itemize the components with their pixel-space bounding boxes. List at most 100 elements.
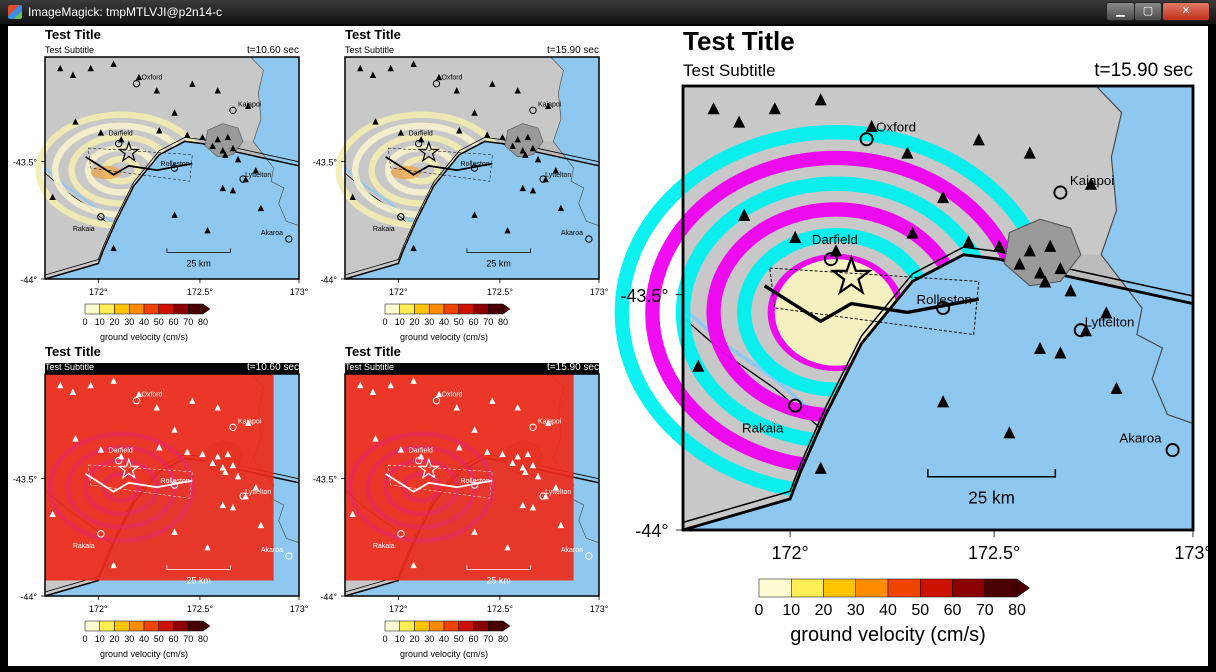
lon-tick-label: 172.5°: [187, 287, 214, 297]
station-triangle-icon: [156, 444, 163, 451]
colorbar-segment: [458, 303, 474, 315]
station-triangle-icon: [522, 468, 529, 475]
colorbar-tick-label: 10: [395, 317, 405, 327]
colorbar-tick-label: 70: [976, 602, 994, 619]
colorbar-tick-label: 60: [468, 634, 478, 644]
station-triangle-icon: [229, 504, 237, 511]
colorbar-tick-label: 70: [483, 634, 493, 644]
station-triangle-icon: [410, 244, 417, 252]
colorbar-arrow: [202, 620, 211, 632]
station-triangle-icon: [814, 461, 827, 474]
lon-tick-label: 172°: [389, 287, 408, 297]
station-triangle-icon: [214, 87, 221, 94]
station-triangle-icon: [534, 472, 542, 480]
station-triangle-icon: [1013, 257, 1026, 270]
lon-tick-label: 173°: [1174, 543, 1208, 563]
station-triangle-icon: [456, 127, 463, 134]
place-label: Darfield: [812, 232, 858, 247]
lat-tick-label: -44°: [20, 592, 37, 602]
station-triangle-icon: [499, 133, 506, 141]
station-triangle-icon: [209, 142, 216, 149]
place-label: Oxford: [141, 75, 162, 82]
station-triangle-icon: [204, 226, 211, 234]
town-marker-icon: [229, 106, 237, 114]
place-label: Rakaia: [373, 226, 395, 233]
lon-tick-label: 172.5°: [487, 604, 514, 614]
colorbar-label: ground velocity (cm/s): [400, 649, 488, 659]
fault-trace: [763, 284, 980, 324]
map-frame: [681, 84, 1195, 532]
station-triangle-icon: [184, 131, 191, 138]
close-icon: ✕: [1181, 4, 1191, 17]
place-label: Oxford: [876, 120, 916, 135]
colorbar-arrow: [502, 303, 511, 315]
minimize-button[interactable]: ▁: [1106, 2, 1135, 21]
station-triangle-icon: [171, 109, 178, 116]
station-triangle-icon: [97, 446, 105, 453]
velocity-overlay: [45, 374, 274, 581]
lat-tick-label: -43.5°: [13, 157, 38, 167]
panel-title: Test Title: [683, 26, 795, 56]
station-triangle-icon: [222, 468, 229, 475]
place-label: Darfield: [109, 448, 133, 455]
station-triangle-icon: [69, 71, 77, 78]
place-label: Rakaia: [742, 420, 784, 435]
station-triangle-icon: [509, 142, 516, 149]
station-triangle-icon: [49, 193, 56, 201]
station-triangle-icon: [171, 426, 178, 433]
maximize-button[interactable]: ▢: [1134, 2, 1162, 21]
place-label: Darfield: [409, 448, 433, 455]
station-triangle-icon: [410, 60, 417, 67]
place-label: Lyttelton: [245, 489, 271, 496]
colorbar-tick-label: 80: [1008, 602, 1026, 619]
wavefront-ring: [47, 431, 195, 543]
colorbar-segment: [173, 303, 189, 315]
colorbar-tick-label: 20: [109, 317, 119, 327]
town-marker-icon: [285, 552, 293, 560]
epicentre-star-icon: [117, 140, 141, 163]
colorbar-segment: [855, 578, 889, 598]
colorbar-segment: [414, 620, 430, 632]
place-label: Akaroa: [261, 230, 283, 237]
station-triangle-icon: [110, 561, 117, 569]
station-triangle-icon: [199, 450, 206, 458]
station-triangle-icon: [245, 102, 252, 110]
pacific-ocean: [1094, 85, 1194, 425]
map-frame: [344, 373, 600, 597]
station-triangle-icon: [937, 190, 950, 204]
station-triangle-icon: [814, 93, 827, 106]
window-titlebar[interactable]: ImageMagick: tmpMTLVJI@p2n14-c ▁ ▢ ✕: [0, 0, 1216, 24]
place-label: Akaroa: [1119, 430, 1162, 445]
station-triangle-icon: [69, 388, 77, 395]
town-marker-icon: [539, 492, 547, 500]
close-button[interactable]: ✕: [1162, 2, 1210, 21]
station-triangle-icon: [692, 359, 705, 372]
station-triangle-icon: [522, 151, 529, 158]
panel-time-label: t=15.90 sec: [1094, 60, 1193, 81]
station-triangle-icon: [242, 492, 249, 500]
colorbar-label: ground velocity (cm/s): [790, 624, 986, 646]
place-label: Lyttelton: [245, 172, 271, 179]
colorbar-segment: [129, 303, 145, 315]
fault-trace: [85, 156, 193, 176]
map-frame: [44, 56, 300, 280]
colorbar-tick-label: 10: [95, 634, 105, 644]
station-triangle-icon: [1084, 177, 1098, 190]
colorbar-tick-label: 30: [847, 602, 865, 619]
town-marker-icon: [585, 235, 593, 243]
place-label: Kaiapoi: [538, 418, 562, 425]
colorbar-segment: [143, 620, 159, 632]
panel-subtitle: Test Subtitle: [45, 45, 94, 55]
town-marker-icon: [97, 213, 105, 221]
station-triangle-icon: [219, 184, 226, 192]
subtitle-band: [345, 363, 599, 374]
station-triangle-icon: [1023, 146, 1036, 159]
place-label: Kaiapoi: [538, 101, 562, 108]
station-triangle-icon: [524, 133, 532, 141]
town-marker-icon: [97, 530, 105, 538]
colorbar-tick-label: 0: [755, 602, 764, 619]
lon-tick-label: 172.5°: [187, 604, 214, 614]
station-triangle-icon: [514, 452, 521, 460]
town-marker-icon: [414, 456, 423, 465]
place-label: Oxford: [141, 392, 162, 399]
